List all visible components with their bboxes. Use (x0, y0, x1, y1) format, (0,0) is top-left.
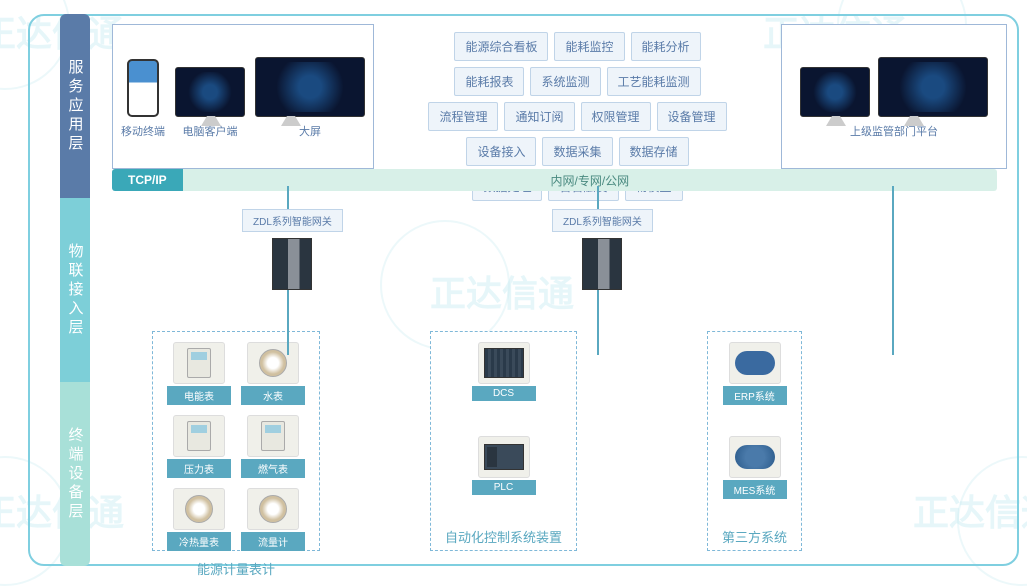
layer-iot: 物联接入层 (60, 198, 90, 382)
device-label: 燃气表 (241, 459, 305, 478)
device-label: ERP系统 (723, 386, 787, 405)
device-item: 冷热量表 (167, 488, 231, 551)
connector-line (597, 186, 599, 210)
device-item: 电能表 (167, 342, 231, 405)
erp-icon (735, 351, 775, 375)
device-item: 压力表 (167, 415, 231, 478)
network-bar: TCP/IP 内网/专网/公网 (112, 169, 997, 191)
tag: 通知订阅 (504, 102, 574, 131)
tag: 能耗分析 (631, 32, 701, 61)
tag: 能源综合看板 (454, 32, 548, 61)
network-protocol: TCP/IP (112, 169, 183, 191)
monitor-icon (175, 67, 245, 117)
tag: 系统监测 (530, 67, 600, 96)
terminal-layer-row: 电能表 水表 压力表 燃气表 冷热量表 流量计 能源计量表计 DCS PLC 自… (92, 331, 1017, 551)
heat-meter-icon (185, 495, 213, 523)
tag: 能耗报表 (454, 67, 524, 96)
device-label: 流量计 (241, 532, 305, 551)
device-item: 流量计 (241, 488, 305, 551)
gateway-1: ZDL系列智能网关 (242, 209, 343, 290)
device-label: 电能表 (167, 386, 231, 405)
tag: 能耗监控 (554, 32, 624, 61)
layer-service: 服务应用层 (60, 14, 90, 198)
client-label: 移动终端 (121, 123, 165, 139)
gateway-icon (272, 238, 312, 290)
mes-icon (735, 445, 775, 469)
network-type: 内网/专网/公网 (183, 169, 997, 191)
gateway-2: ZDL系列智能网关 (552, 209, 653, 290)
water-meter-icon (259, 349, 287, 377)
meter-icon (187, 348, 211, 378)
device-label: DCS (472, 386, 536, 401)
connector-line (287, 186, 289, 210)
client-label: 大屏 (299, 123, 321, 139)
tag: 流程管理 (428, 102, 498, 131)
tag: 权限管理 (581, 102, 651, 131)
client-pc: 电脑客户端 (175, 37, 245, 166)
client-terminals-box: 移动终端 电脑客户端 大屏 (112, 24, 374, 169)
device-item: PLC (472, 436, 536, 520)
function-tags: 能源综合看板 能耗监控 能耗分析 能耗报表 系统监测 工艺能耗监测 流程管理 通… (384, 24, 771, 169)
thirdparty-group: ERP系统 MES系统 第三方系统 (707, 331, 802, 551)
bigscreen-icon (878, 57, 988, 117)
group-title: 自动化控制系统装置 (445, 527, 562, 546)
supervisor-label: 上级监管部门平台 (850, 123, 938, 139)
layer-sidebar: 服务应用层 物联接入层 终端设备层 (60, 14, 90, 566)
client-mobile: 移动终端 (121, 37, 165, 166)
gateway-icon (582, 238, 622, 290)
device-label: 水表 (241, 386, 305, 405)
device-label: 冷热量表 (167, 532, 231, 551)
group-title: 能源计量表计 (197, 559, 275, 578)
flow-meter-icon (259, 495, 287, 523)
client-bigscreen: 大屏 (255, 37, 365, 166)
connector-line (597, 289, 599, 355)
device-label: 压力表 (167, 459, 231, 478)
tag: 工艺能耗监测 (607, 67, 701, 96)
connector-line (892, 186, 894, 355)
tag: 数据存储 (619, 137, 689, 166)
tag: 设备接入 (466, 137, 536, 166)
phone-icon (127, 59, 159, 117)
device-item: MES系统 (723, 436, 787, 520)
layer-terminal: 终端设备层 (60, 382, 90, 566)
tag: 数据采集 (542, 137, 612, 166)
gas-meter-icon (261, 421, 285, 451)
supervisor-platform-box: 上级监管部门平台 (781, 24, 1007, 169)
device-item: DCS (472, 342, 536, 426)
device-item: 燃气表 (241, 415, 305, 478)
group-title: 第三方系统 (722, 527, 787, 546)
content-area: 移动终端 电脑客户端 大屏 能源综合看板 能耗监控 能耗分析 能耗报表 系统监测… (92, 14, 1017, 566)
connector-line (287, 289, 289, 355)
device-label: PLC (472, 480, 536, 495)
device-item: ERP系统 (723, 342, 787, 426)
iot-layer-row: ZDL系列智能网关 ZDL系列智能网关 (92, 191, 1017, 331)
monitor-icon (800, 67, 870, 117)
energy-meters-group: 电能表 水表 压力表 燃气表 冷热量表 流量计 能源计量表计 (152, 331, 320, 551)
device-label: MES系统 (723, 480, 787, 499)
device-item: 水表 (241, 342, 305, 405)
tag: 设备管理 (657, 102, 727, 131)
service-layer-row: 移动终端 电脑客户端 大屏 能源综合看板 能耗监控 能耗分析 能耗报表 系统监测… (92, 14, 1017, 169)
pressure-meter-icon (187, 421, 211, 451)
bigscreen-icon (255, 57, 365, 117)
automation-group: DCS PLC 自动化控制系统装置 (430, 331, 577, 551)
dcs-icon (484, 348, 524, 378)
plc-icon (484, 444, 524, 470)
gateway-label: ZDL系列智能网关 (552, 209, 653, 232)
gateway-label: ZDL系列智能网关 (242, 209, 343, 232)
